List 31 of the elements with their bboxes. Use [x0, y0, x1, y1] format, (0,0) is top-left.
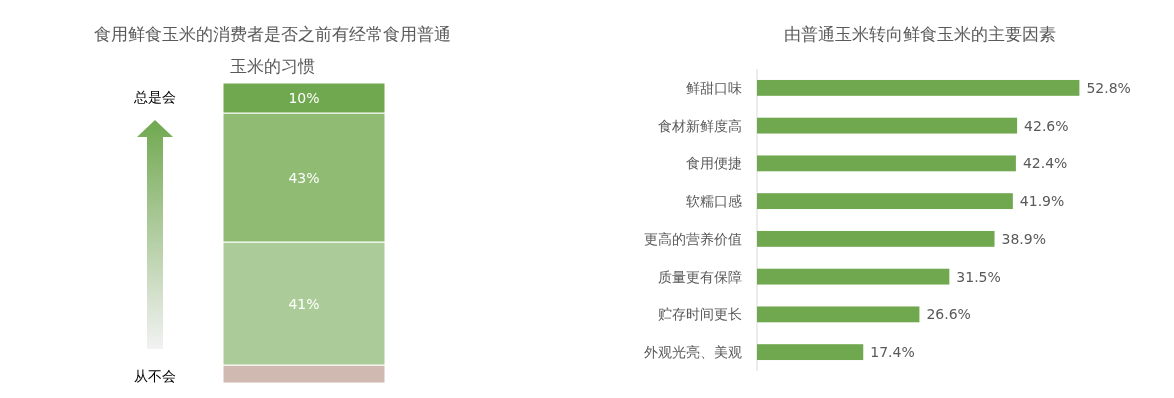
- bar: [757, 117, 1018, 134]
- data-label: 38.9%: [1001, 230, 1047, 247]
- data-label: 31.5%: [956, 268, 1001, 285]
- data-label: 41%: [288, 295, 320, 312]
- bar: [757, 155, 1016, 172]
- y-tick-label: 贮存时间更长: [658, 306, 742, 323]
- bar: [757, 306, 920, 323]
- chart-title: 由普通玉米转向鲜食玉米的主要因素: [784, 24, 1056, 44]
- data-label: 52.8%: [1086, 79, 1131, 96]
- data-label: 17.4%: [870, 344, 915, 361]
- y-tick-label: 食材新鲜度高: [658, 117, 742, 134]
- data-label: 10%: [288, 90, 320, 106]
- y-tick-label: 食用便捷: [686, 155, 742, 172]
- y-tick-label: 软糯口感: [686, 193, 742, 210]
- bar: [757, 344, 864, 361]
- data-label: 41.9%: [1019, 193, 1065, 210]
- y-tick-label: 更高的营养价值: [644, 230, 742, 247]
- bar: [757, 79, 1080, 96]
- bar: [757, 230, 995, 247]
- text: 从不会: [134, 368, 176, 384]
- bar: [757, 193, 1013, 210]
- data-label: 43%: [288, 169, 320, 186]
- text: 总是会: [133, 89, 176, 105]
- y-tick-label: 质量更有保障: [658, 268, 742, 285]
- y-tick-label: 外观光亮、美观: [644, 344, 742, 361]
- chart-title: 食用鲜食玉米的消费者是否之前有经常食用普通玉米的习惯: [93, 24, 451, 76]
- data-label: 42.6%: [1024, 117, 1069, 134]
- y-tick-label: 鲜甜口味: [686, 79, 742, 96]
- bar: [757, 268, 950, 285]
- data-label: 26.6%: [926, 306, 971, 323]
- data-label: 42.4%: [1022, 155, 1068, 172]
